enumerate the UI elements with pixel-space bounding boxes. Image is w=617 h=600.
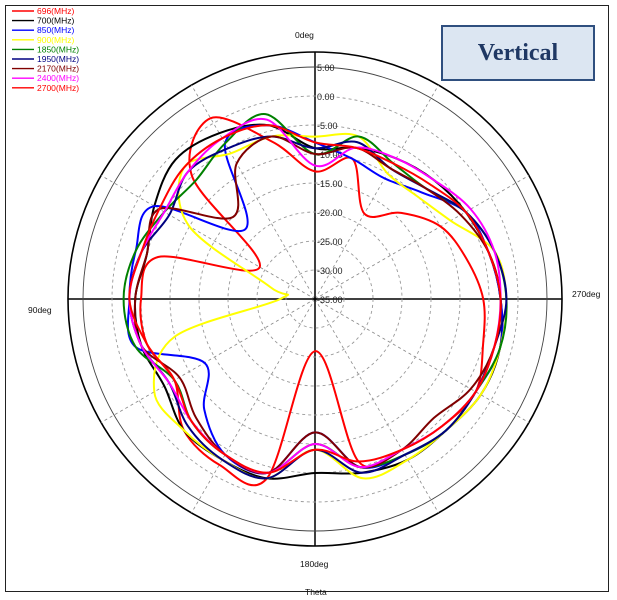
legend-label: 2700(MHz) — [37, 83, 79, 93]
legend-label: 1850(MHz) — [37, 44, 79, 54]
series-line-2400mhz — [128, 117, 502, 474]
legend-label: 850(MHz) — [37, 25, 74, 35]
angle-label: 180deg — [300, 559, 329, 569]
series-line-2700mhz — [128, 124, 502, 474]
grid-spoke — [314, 298, 439, 514]
grid-ring — [198, 182, 432, 416]
grid-spoke — [100, 175, 316, 300]
legend-label: 700(MHz) — [37, 16, 74, 26]
grid-spoke — [191, 298, 316, 514]
r-tick-label: -10.00 — [317, 150, 343, 160]
r-tick-label: -5.00 — [317, 121, 338, 131]
plot-frame — [5, 5, 609, 592]
legend-label: 1950(MHz) — [37, 54, 79, 64]
r-tick-label: -25.00 — [317, 237, 343, 247]
grid-spoke — [314, 84, 439, 300]
r-tick-label: 0.00 — [317, 92, 335, 102]
grid-ring — [82, 66, 548, 532]
grid-spoke — [314, 298, 530, 423]
grid-ring — [227, 211, 403, 387]
legend-label: 900(MHz) — [37, 35, 74, 45]
grid-ring — [285, 269, 345, 329]
r-tick-label: -20.00 — [317, 208, 343, 218]
legend-label: 2400(MHz) — [37, 73, 79, 83]
r-tick-label: 5.00 — [317, 63, 335, 73]
r-tick-label: -15.00 — [317, 179, 343, 189]
grid-ring — [169, 153, 461, 445]
legend-label: 2170(MHz) — [37, 64, 79, 74]
axis-title: Theta — [305, 587, 327, 597]
polarization-badge: Vertical — [441, 25, 595, 81]
grid-ring — [111, 95, 519, 503]
r-tick-label: -30.00 — [317, 266, 343, 276]
grid-ring — [256, 240, 374, 358]
legend-label: 696(MHz) — [37, 6, 74, 16]
grid-spoke — [314, 175, 530, 300]
angle-label: 0deg — [295, 30, 314, 40]
angle-label: 270deg — [572, 289, 601, 299]
r-tick-label: -35.00 — [317, 295, 343, 305]
series-line-696mhz — [139, 116, 486, 487]
grid-spoke — [191, 84, 316, 300]
angle-label: 90deg — [28, 305, 52, 315]
grid-spoke — [100, 298, 316, 423]
